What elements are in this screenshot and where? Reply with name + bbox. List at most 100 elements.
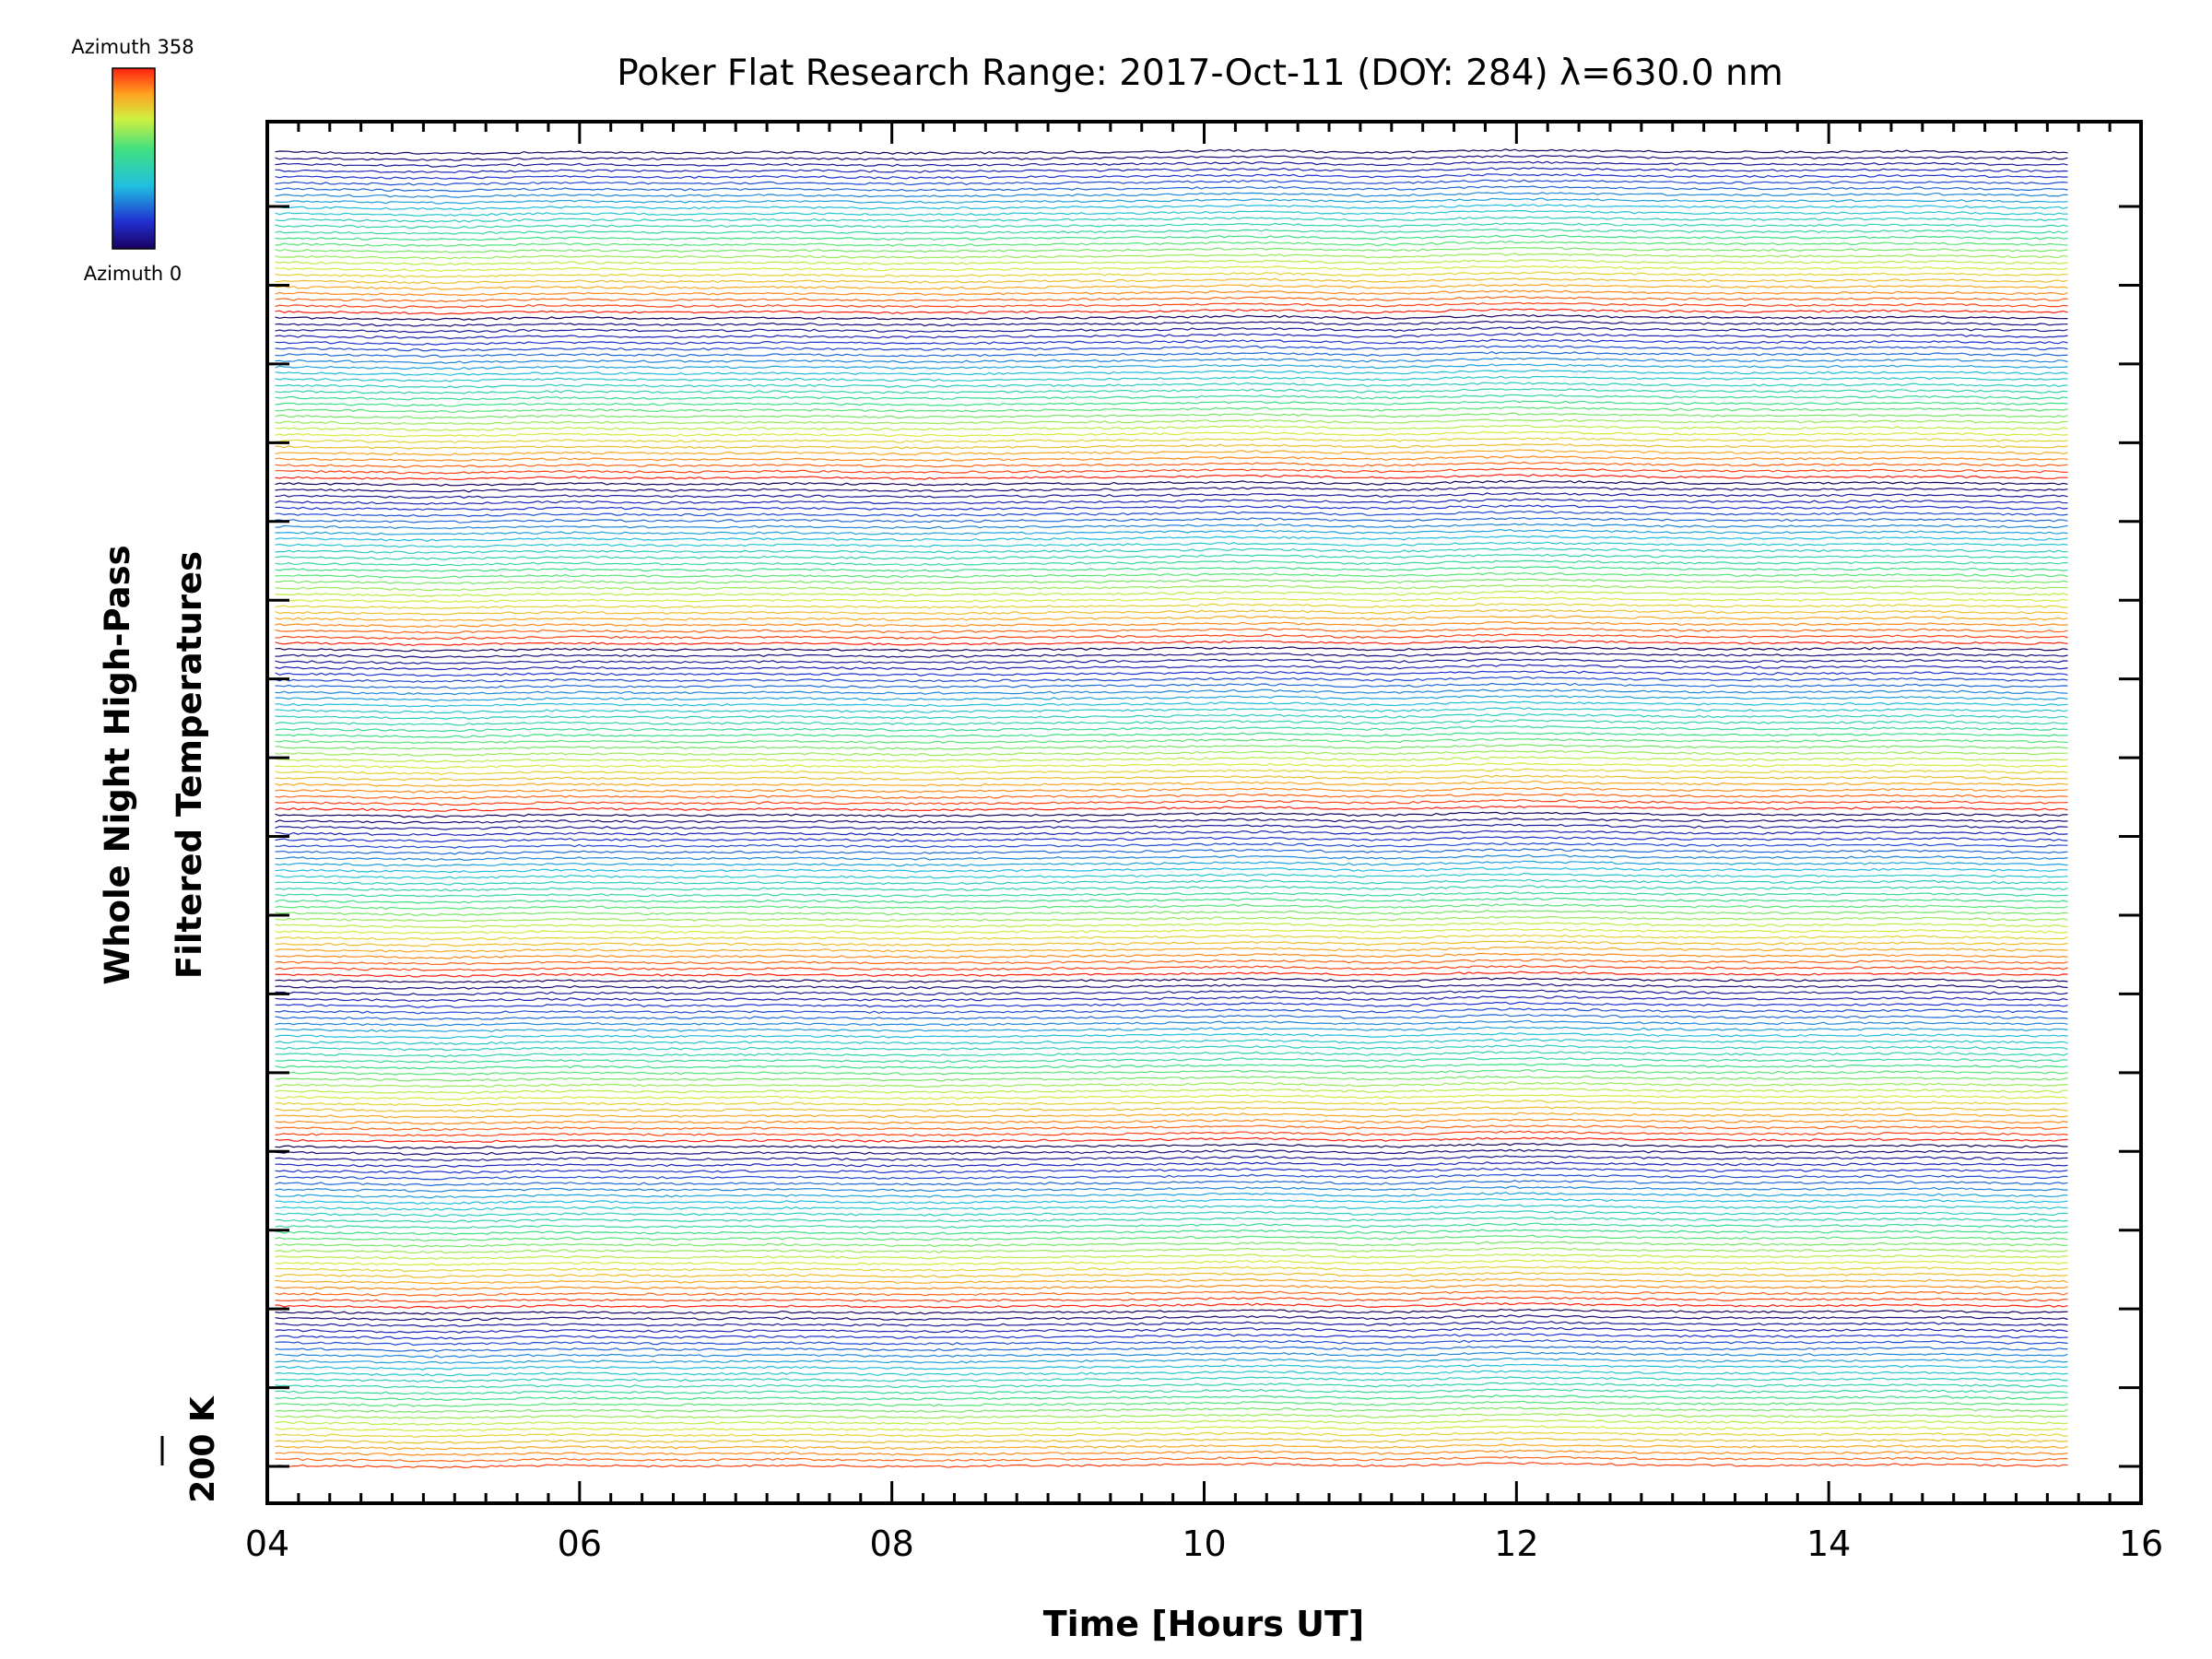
azimuth-trace (275, 1321, 2068, 1328)
azimuth-trace (275, 1308, 2068, 1315)
azimuth-trace (275, 583, 2068, 592)
azimuth-trace (275, 326, 2068, 334)
azimuth-trace (275, 394, 2068, 401)
azimuth-trace (275, 160, 2068, 168)
azimuth-trace (275, 1413, 2068, 1419)
x-tick-labels: 04 06 08 10 12 14 16 (245, 1524, 2163, 1564)
azimuth-trace (275, 1044, 2068, 1052)
azimuth-trace (275, 744, 2068, 751)
x-tick-label: 04 (245, 1524, 289, 1564)
azimuth-trace (275, 823, 2068, 830)
azimuth-trace (275, 1302, 2068, 1310)
azimuth-trace (275, 848, 2068, 855)
azimuth-trace (275, 959, 2068, 966)
azimuth-trace (275, 615, 2068, 622)
azimuth-trace (275, 1038, 2068, 1045)
azimuth-trace (275, 1112, 2068, 1119)
azimuth-trace (275, 596, 2068, 604)
azimuth-trace (275, 977, 2068, 984)
azimuth-trace (275, 989, 2068, 996)
azimuth-trace (275, 633, 2068, 641)
azimuth-trace (275, 1388, 2068, 1395)
azimuth-trace (275, 516, 2068, 524)
azimuth-trace (275, 737, 2068, 745)
azimuth-trace (275, 897, 2068, 904)
azimuth-trace (275, 891, 2068, 898)
azimuth-trace (275, 566, 2068, 572)
azimuth-trace (275, 652, 2068, 659)
azimuth-trace (275, 732, 2068, 738)
azimuth-trace (275, 603, 2068, 610)
azimuth-trace (275, 590, 2068, 597)
azimuth-trace (275, 866, 2068, 874)
azimuth-trace (275, 762, 2068, 770)
azimuth-trace (275, 1051, 2068, 1058)
azimuth-trace (275, 1437, 2068, 1444)
azimuth-trace (275, 259, 2068, 266)
azimuth-trace (275, 1333, 2068, 1340)
azimuth-trace (275, 786, 2068, 794)
azimuth-trace (275, 1425, 2068, 1432)
azimuth-trace (275, 756, 2068, 763)
x-tick-label: 08 (869, 1524, 913, 1564)
azimuth-trace (275, 400, 2068, 407)
azimuth-trace (275, 946, 2068, 953)
azimuth-trace (275, 424, 2068, 431)
azimuth-trace (275, 707, 2068, 714)
azimuth-trace (275, 1148, 2068, 1156)
azimuth-trace (275, 903, 2068, 911)
chart-title: Poker Flat Research Range: 2017-Oct-11 (… (617, 53, 1783, 94)
azimuth-trace (275, 1007, 2068, 1015)
azimuth-trace (275, 498, 2068, 505)
azimuth-trace (275, 1247, 2068, 1254)
azimuth-trace (275, 535, 2068, 542)
azimuth-trace (275, 492, 2068, 500)
azimuth-trace (275, 719, 2068, 726)
azimuth-trace (275, 1173, 2068, 1181)
azimuth-trace (275, 928, 2068, 935)
azimuth-trace (275, 1136, 2068, 1144)
azimuth-trace (275, 253, 2068, 260)
x-tick-label: 16 (2119, 1524, 2163, 1564)
azimuth-trace (275, 1093, 2068, 1100)
azimuth-trace (275, 724, 2068, 733)
azimuth-trace (275, 658, 2068, 665)
azimuth-trace (275, 1284, 2068, 1291)
azimuth-trace (275, 295, 2068, 303)
azimuth-trace (275, 1160, 2068, 1168)
azimuth-trace (275, 971, 2068, 978)
azimuth-trace (275, 1180, 2068, 1187)
azimuth-trace (275, 1001, 2068, 1009)
azimuth-trace (275, 1259, 2068, 1266)
azimuth-trace (275, 1197, 2068, 1206)
azimuth-trace (275, 818, 2068, 825)
azimuth-trace (275, 442, 2068, 450)
azimuth-trace (275, 1370, 2068, 1377)
azimuth-trace (275, 620, 2068, 629)
azimuth-trace (275, 1100, 2068, 1107)
azimuth-trace (275, 860, 2068, 867)
azimuth-trace (275, 885, 2068, 892)
azimuth-trace (275, 695, 2068, 702)
azimuth-trace (275, 645, 2068, 653)
azimuth-trace (275, 571, 2068, 579)
azimuth-trace (275, 1296, 2068, 1303)
azimuth-trace (275, 547, 2068, 555)
azimuth-trace (275, 479, 2068, 487)
azimuth-trace (275, 523, 2068, 530)
azimuth-trace (275, 332, 2068, 340)
azimuth-trace (275, 982, 2068, 990)
azimuth-trace (275, 1443, 2068, 1451)
azimuth-trace (275, 228, 2068, 235)
azimuth-trace (275, 338, 2068, 346)
azimuth-trace (275, 780, 2068, 788)
azimuth-trace (275, 1358, 2068, 1364)
azimuth-trace (275, 528, 2068, 535)
azimuth-trace (275, 940, 2068, 947)
azimuth-trace (275, 541, 2068, 548)
azimuth-trace (275, 1363, 2068, 1371)
scale-label: 200 K (184, 1395, 222, 1503)
azimuth-trace (275, 830, 2068, 837)
azimuth-trace (275, 320, 2068, 327)
